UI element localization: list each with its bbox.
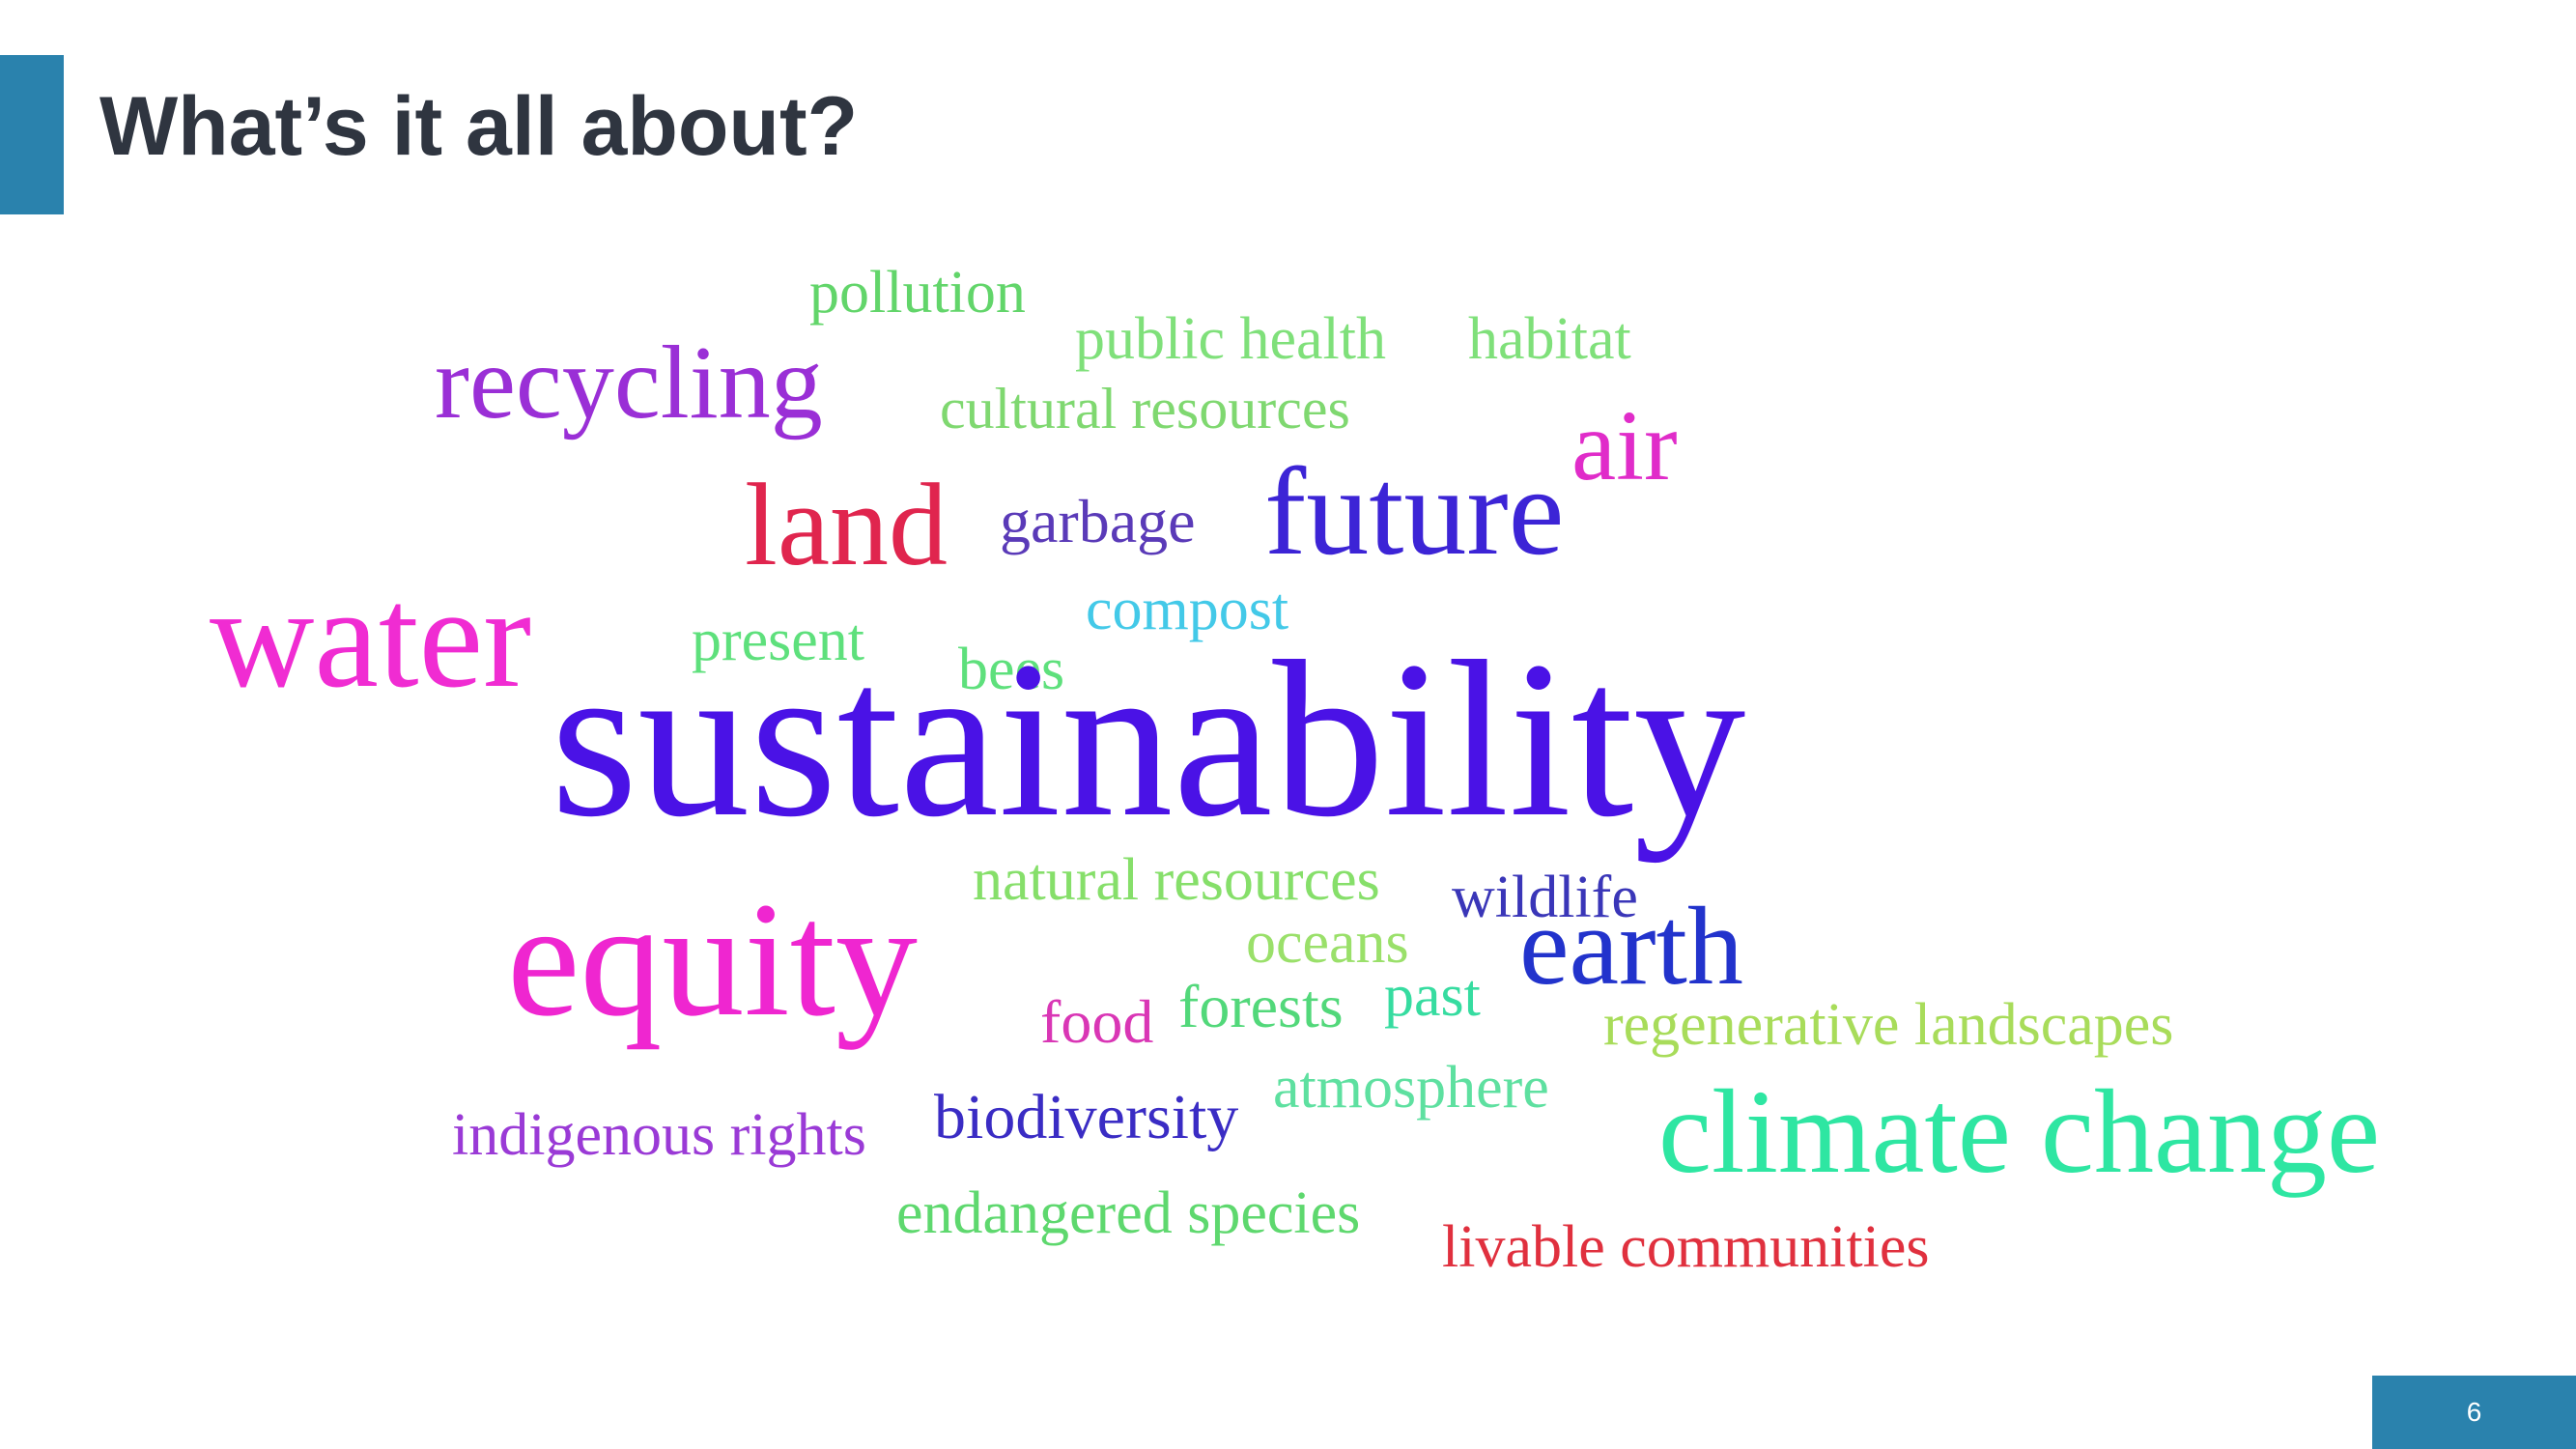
word-future: future [1264,442,1565,582]
word-cultural-resources: cultural resources [940,377,1350,440]
word-habitat: habitat [1468,306,1631,372]
word-food: food [1040,987,1154,1056]
word-regenerative-landscapes: regenerative landscapes [1603,992,2174,1058]
word-pollution: pollution [809,260,1026,326]
word-climate-change: climate change [1658,1065,2381,1198]
word-compost: compost [1086,577,1289,642]
word-earth: earth [1519,885,1743,1009]
slide-title: What’s it all about? [99,80,859,173]
word-public-health: public health [1075,306,1386,372]
word-equity: equity [507,868,918,1050]
word-past: past [1384,963,1481,1029]
word-endangered-species: endangered species [896,1180,1361,1246]
word-air: air [1571,390,1678,501]
word-wildlife: wildlife [1452,865,1638,930]
word-present: present [692,608,865,673]
word-atmosphere: atmosphere [1273,1055,1549,1121]
page-number: 6 [2372,1376,2576,1449]
word-bees: bees [958,637,1065,702]
word-sustainability: sustainability [551,615,1746,864]
word-land: land [745,460,948,590]
word-oceans: oceans [1246,910,1409,976]
word-natural-resources: natural resources [973,847,1380,913]
title-accent-bar [0,55,64,214]
word-garbage: garbage [1000,487,1196,555]
word-indigenous-rights: indigenous rights [452,1102,866,1168]
word-water: water [210,557,532,718]
word-livable-communities: livable communities [1442,1214,1930,1280]
word-recycling: recycling [435,326,823,440]
word-forests: forests [1178,972,1344,1040]
word-biodiversity: biodiversity [934,1082,1239,1152]
